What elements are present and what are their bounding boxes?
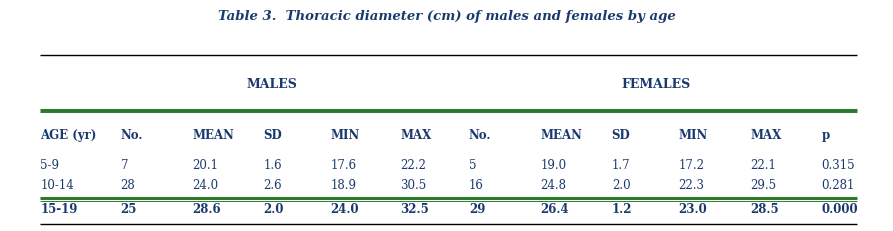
Text: 2.6: 2.6 xyxy=(263,179,282,192)
Text: 2.0: 2.0 xyxy=(612,179,630,192)
Text: 24.8: 24.8 xyxy=(540,179,566,192)
Text: 22.2: 22.2 xyxy=(400,159,426,172)
Text: 1.6: 1.6 xyxy=(263,159,282,172)
Text: 5: 5 xyxy=(469,159,476,172)
Text: 18.9: 18.9 xyxy=(330,179,356,192)
Text: MALES: MALES xyxy=(247,78,297,91)
Text: 15-19: 15-19 xyxy=(40,203,78,216)
Text: p: p xyxy=(822,129,830,142)
Text: MAX: MAX xyxy=(750,129,781,142)
Text: Table 3.  Thoracic diameter (cm) of males and females by age: Table 3. Thoracic diameter (cm) of males… xyxy=(218,10,675,23)
Text: 1.2: 1.2 xyxy=(612,203,632,216)
Text: MEAN: MEAN xyxy=(192,129,234,142)
Text: SD: SD xyxy=(612,129,630,142)
Text: MIN: MIN xyxy=(679,129,708,142)
Text: 16: 16 xyxy=(469,179,484,192)
Text: 19.0: 19.0 xyxy=(540,159,566,172)
Text: 7: 7 xyxy=(121,159,128,172)
Text: 28.5: 28.5 xyxy=(750,203,779,216)
Text: 28.6: 28.6 xyxy=(192,203,221,216)
Text: FEMALES: FEMALES xyxy=(622,78,691,91)
Text: 23.0: 23.0 xyxy=(679,203,707,216)
Text: 26.4: 26.4 xyxy=(540,203,569,216)
Text: 22.3: 22.3 xyxy=(679,179,705,192)
Text: 29: 29 xyxy=(469,203,485,216)
Text: AGE (yr): AGE (yr) xyxy=(40,129,96,142)
Text: 0.281: 0.281 xyxy=(822,179,855,192)
Text: No.: No. xyxy=(469,129,491,142)
Text: MIN: MIN xyxy=(330,129,360,142)
Text: 20.1: 20.1 xyxy=(192,159,218,172)
Text: 30.5: 30.5 xyxy=(400,179,426,192)
Text: 10-14: 10-14 xyxy=(40,179,74,192)
Text: 17.6: 17.6 xyxy=(330,159,356,172)
Text: 2.0: 2.0 xyxy=(263,203,284,216)
Text: 5-9: 5-9 xyxy=(40,159,59,172)
Text: 24.0: 24.0 xyxy=(192,179,218,192)
Text: 17.2: 17.2 xyxy=(679,159,705,172)
Text: SD: SD xyxy=(263,129,282,142)
Text: 28: 28 xyxy=(121,179,136,192)
Text: MAX: MAX xyxy=(400,129,431,142)
Text: 0.315: 0.315 xyxy=(822,159,855,172)
Text: No.: No. xyxy=(121,129,143,142)
Text: 32.5: 32.5 xyxy=(400,203,429,216)
Text: 25: 25 xyxy=(121,203,137,216)
Text: 0.000: 0.000 xyxy=(822,203,858,216)
Text: 1.7: 1.7 xyxy=(612,159,630,172)
Text: 29.5: 29.5 xyxy=(750,179,776,192)
Text: MEAN: MEAN xyxy=(540,129,582,142)
Text: 22.1: 22.1 xyxy=(750,159,776,172)
Text: 24.0: 24.0 xyxy=(330,203,359,216)
